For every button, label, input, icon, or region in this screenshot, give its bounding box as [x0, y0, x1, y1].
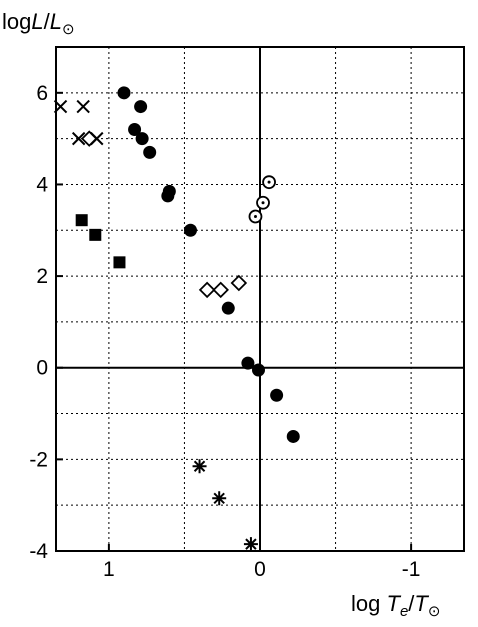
x-axis-title-sun-symbol: ⊙ [428, 603, 441, 620]
marker-asterisk [243, 537, 258, 552]
y-tick-label: 2 [36, 265, 48, 288]
marker-filled-circle [221, 301, 235, 315]
x-axis-title-t: T [386, 591, 401, 616]
marker-asterisk [212, 491, 227, 506]
marker-open-circle-dot [256, 195, 270, 210]
y-axis-title-lsun: L [50, 9, 62, 34]
marker-filled-circle [117, 86, 131, 100]
zero-lines [56, 47, 464, 551]
y-tick-label: 6 [36, 82, 48, 105]
y-axis-title-slash: / [44, 9, 51, 34]
marker-filled-square [75, 214, 88, 227]
y-axis-title: logL/L⊙ [2, 9, 75, 38]
marker-cross [76, 99, 90, 114]
axis-ticks [56, 91, 413, 552]
marker-open-diamond [80, 130, 98, 147]
x-tick-label: 1 [103, 558, 115, 581]
marker-filled-circle [128, 122, 142, 136]
y-tick-label: 0 [36, 357, 48, 380]
marker-filled-circle [143, 145, 157, 159]
x-tick-label: -1 [402, 558, 421, 581]
marker-asterisk [192, 459, 207, 474]
y-axis-title-l: L [31, 9, 43, 34]
tick-labels: 1 0 -1 6 4 2 0 -2 -4 [29, 82, 420, 581]
y-tick-label: -2 [29, 448, 48, 471]
x-axis-title-e: e [400, 603, 408, 620]
x-axis-title: log Te/T⊙ [351, 591, 440, 620]
marker-filled-circle [286, 429, 300, 443]
marker-cross [71, 131, 86, 146]
data-markers [53, 86, 300, 552]
marker-filled-circle [161, 189, 175, 203]
marker-filled-circle [270, 388, 284, 402]
marker-filled-circle [241, 356, 255, 370]
marker-open-diamond [198, 281, 216, 299]
marker-open-diamond [230, 274, 248, 292]
marker-open-diamond [212, 281, 229, 299]
y-axis-title-sun-symbol: ⊙ [62, 21, 75, 38]
y-tick-label: -4 [29, 540, 48, 563]
y-axis-title-log: log [2, 9, 31, 34]
marker-open-circle-dot [262, 175, 276, 190]
marker-filled-circle [134, 100, 148, 114]
marker-filled-circle [135, 132, 149, 146]
x-axis-title-slash: / [408, 591, 415, 616]
marker-filled-square [113, 256, 126, 269]
marker-filled-circle [251, 363, 265, 377]
marker-filled-circle [183, 223, 197, 237]
x-tick-label: 0 [254, 558, 266, 581]
marker-open-circle-dot [248, 209, 263, 224]
x-axis-title-log: log [351, 591, 386, 616]
y-tick-label: 4 [36, 173, 48, 196]
marker-cross [53, 99, 68, 114]
marker-filled-square [89, 228, 102, 241]
x-axis-title-tsun: T [414, 591, 429, 616]
